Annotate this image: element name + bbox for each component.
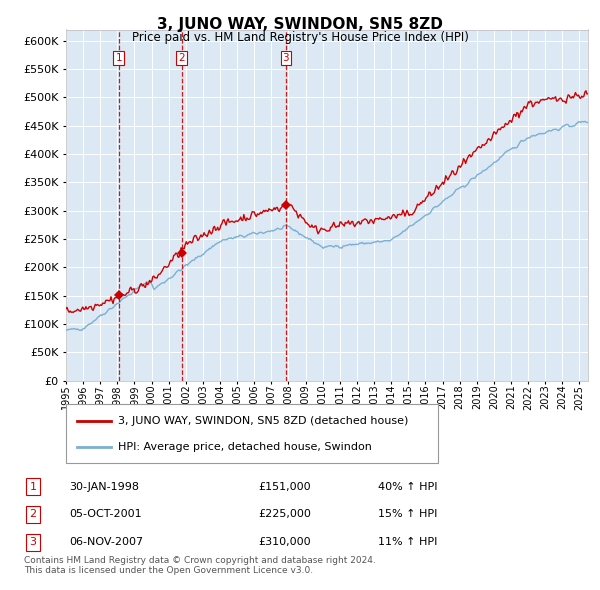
Text: HPI: Average price, detached house, Swindon: HPI: Average price, detached house, Swin…: [118, 442, 372, 451]
Text: £310,000: £310,000: [258, 537, 311, 547]
Text: 2: 2: [178, 53, 185, 63]
Text: 40% ↑ HPI: 40% ↑ HPI: [378, 482, 437, 491]
Text: 05-OCT-2001: 05-OCT-2001: [69, 510, 142, 519]
Text: 15% ↑ HPI: 15% ↑ HPI: [378, 510, 437, 519]
Text: £151,000: £151,000: [258, 482, 311, 491]
Text: 3, JUNO WAY, SWINDON, SN5 8ZD: 3, JUNO WAY, SWINDON, SN5 8ZD: [157, 17, 443, 31]
Text: 2: 2: [29, 510, 37, 519]
Text: 11% ↑ HPI: 11% ↑ HPI: [378, 537, 437, 547]
Text: 30-JAN-1998: 30-JAN-1998: [69, 482, 139, 491]
Text: Price paid vs. HM Land Registry's House Price Index (HPI): Price paid vs. HM Land Registry's House …: [131, 31, 469, 44]
Text: 1: 1: [115, 53, 122, 63]
Text: £225,000: £225,000: [258, 510, 311, 519]
Text: 3, JUNO WAY, SWINDON, SN5 8ZD (detached house): 3, JUNO WAY, SWINDON, SN5 8ZD (detached …: [118, 416, 409, 425]
Text: 3: 3: [29, 537, 37, 547]
Text: Contains HM Land Registry data © Crown copyright and database right 2024.
This d: Contains HM Land Registry data © Crown c…: [24, 556, 376, 575]
Text: 1: 1: [29, 482, 37, 491]
Text: 06-NOV-2007: 06-NOV-2007: [69, 537, 143, 547]
FancyBboxPatch shape: [66, 404, 438, 463]
Text: 3: 3: [283, 53, 289, 63]
